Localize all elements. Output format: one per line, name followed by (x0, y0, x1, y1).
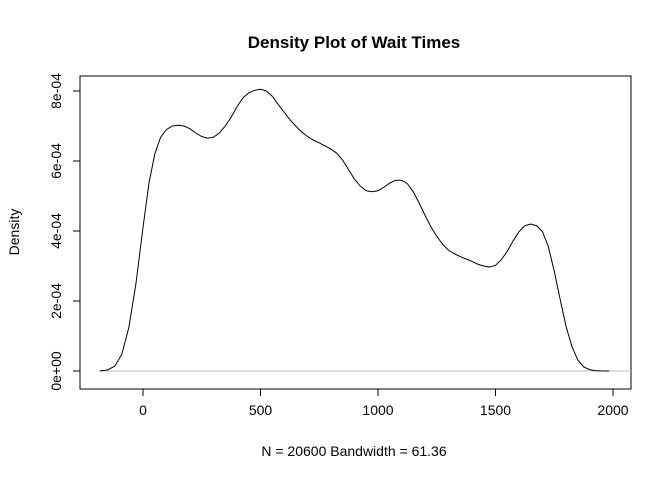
plot-area-frame (79, 75, 632, 390)
x-axis: 0 500 1000 1500 2000 (139, 388, 629, 418)
y-axis-label: Density (6, 209, 22, 256)
y-tick-label: 2e-04 (48, 283, 64, 319)
y-tick-label: 0e+00 (48, 351, 64, 391)
x-axis-label: N = 20600 Bandwidth = 61.36 (261, 443, 446, 459)
y-tick-label: 8e-04 (48, 73, 64, 109)
x-tick-label: 1000 (362, 402, 393, 418)
x-tick-label: 0 (139, 402, 147, 418)
x-tick-label: 1500 (480, 402, 511, 418)
x-tick-label: 2000 (597, 402, 628, 418)
y-tick-label: 4e-04 (48, 213, 64, 249)
x-tick-label: 500 (249, 402, 273, 418)
y-tick-label: 6e-04 (48, 143, 64, 179)
density-curve (99, 88, 610, 372)
chart-title: Density Plot of Wait Times (248, 33, 461, 52)
y-axis: 0e+00 2e-04 4e-04 6e-04 8e-04 (48, 73, 81, 391)
